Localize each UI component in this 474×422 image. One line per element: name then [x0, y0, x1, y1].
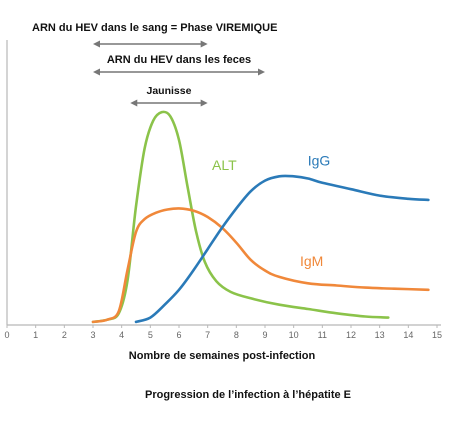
x-tick-label: 14 — [403, 330, 413, 340]
x-tick-label: 9 — [262, 330, 267, 340]
series-labels: ALT IgM IgG — [212, 153, 330, 270]
series-label-igg: IgG — [308, 153, 331, 169]
period-arrow-head-left — [93, 40, 100, 48]
series-layer — [91, 110, 430, 324]
x-tick-label: 15 — [432, 330, 442, 340]
series-label-alt: ALT — [212, 157, 237, 173]
x-tick-label: 7 — [205, 330, 210, 340]
series-label-igm: IgM — [300, 253, 323, 269]
x-tick-label: 3 — [90, 330, 95, 340]
x-tick-label: 2 — [62, 330, 67, 340]
period-label: ARN du HEV dans le sang = Phase VIREMIQU… — [32, 22, 277, 34]
period-arrow-head-right — [258, 68, 265, 76]
x-tick-label: 1 — [33, 330, 38, 340]
chart-caption: Progression de l’infection à l’hépatite … — [145, 389, 351, 401]
x-tick-label: 13 — [375, 330, 385, 340]
x-tick-label: 0 — [4, 330, 9, 340]
x-tick-label: 10 — [289, 330, 299, 340]
series-line-alt — [91, 110, 390, 324]
period-label: Jaunisse — [146, 85, 191, 97]
x-tick-label: 4 — [119, 330, 124, 340]
x-tick-label: 12 — [346, 330, 356, 340]
x-tick-label: 5 — [148, 330, 153, 340]
x-tick-label: 11 — [318, 330, 327, 340]
x-axis-label: Nombre de semaines post-infection — [129, 350, 316, 362]
period-arrow-head-right — [200, 99, 208, 107]
x-ticks: 0 1 2 3 4 5 6 7 8 9 10 11 12 13 14 15 — [4, 325, 442, 340]
periods-layer: ARN du HEV dans le sang = Phase VIREMIQU… — [32, 22, 277, 107]
period-arrow-head-right — [200, 40, 208, 48]
period-arrow-head-left — [130, 99, 138, 107]
period-label: ARN du HEV dans les feces — [107, 54, 251, 66]
series-line-igm — [91, 207, 430, 324]
x-tick-label: 8 — [234, 330, 239, 340]
series-line-igg — [134, 174, 430, 324]
period-arrow-head-left — [93, 68, 100, 76]
x-tick-label: 6 — [176, 330, 181, 340]
